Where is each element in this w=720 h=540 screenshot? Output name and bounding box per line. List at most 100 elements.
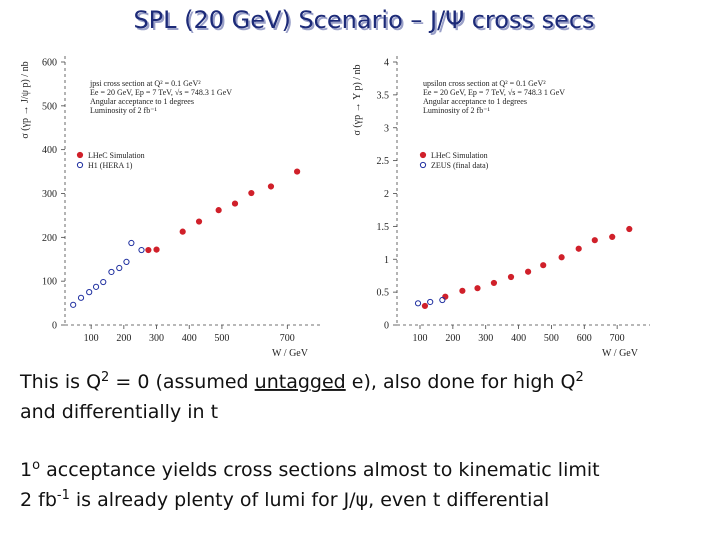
data-point: [421, 302, 429, 310]
x-tick-label: 400: [182, 333, 197, 344]
data-point: [123, 258, 130, 265]
y-tick-label: 600: [42, 58, 57, 69]
data-point: [215, 207, 222, 214]
y-axis-label: σ (γp → J/ψ p) / nb: [20, 61, 31, 138]
data-point: [427, 298, 434, 306]
body-run: 2: [575, 370, 583, 385]
legend-marker: [419, 161, 427, 169]
y-tick-label: 2: [384, 189, 389, 200]
data-point: [459, 287, 466, 294]
x-tick-label: 700: [610, 333, 625, 344]
slide-title: SPL (20 GeV) Scenario – J/Ψ cross secs: [133, 6, 594, 34]
data-point: [77, 294, 85, 301]
annotation: Angular acceptance to 1 degrees: [423, 97, 527, 106]
data-point: [108, 268, 115, 276]
x-tick-label: 200: [116, 333, 131, 344]
body-run: is already plenty of lumi for J/ψ, even …: [70, 489, 549, 511]
y-tick-label: 400: [42, 145, 57, 156]
body-run: This is Q: [19, 371, 101, 393]
x-tick-label: 100: [413, 333, 428, 344]
x-axis-label: W / GeV: [272, 348, 309, 359]
data-point: [179, 228, 186, 235]
legend-label: LHeC Simulation: [88, 151, 145, 160]
body-run: -1: [57, 488, 70, 503]
y-tick-label: 0: [52, 321, 57, 332]
y-tick-label: 0: [384, 321, 389, 332]
data-point: [145, 246, 152, 254]
x-tick-label: 700: [280, 333, 295, 344]
annotation: Angular acceptance to 1 degrees: [90, 97, 194, 106]
data-point: [575, 245, 582, 252]
body-run: 2 fb: [20, 489, 57, 511]
y-tick-label: 3.5: [377, 90, 390, 101]
body-line: 1o acceptance yields cross sections almo…: [20, 458, 600, 482]
x-tick-label: 500: [214, 333, 229, 344]
data-point: [231, 200, 239, 207]
legend-marker: [419, 151, 427, 159]
legend-marker: [76, 151, 84, 159]
annotation: Ee = 20 GeV, Ep = 7 TeV, √s = 748.3 1 Ge…: [90, 88, 232, 97]
body-line: This is Q2 = 0 (assumed untagged e), als…: [19, 370, 584, 394]
annotation: Luminosity of 2 fb⁻¹: [423, 106, 490, 115]
x-axis-label: W / GeV: [602, 348, 639, 359]
data-point: [70, 301, 77, 308]
body-run: o: [32, 458, 40, 473]
data-point: [153, 246, 160, 253]
data-point: [439, 296, 446, 304]
y-tick-label: 500: [42, 101, 57, 112]
annotation: upsilon cross section at Q² = 0.1 GeV²: [423, 79, 546, 88]
y-tick-label: 2.5: [377, 156, 390, 167]
body-run: untagged: [255, 371, 346, 393]
x-tick-label: 100: [84, 333, 99, 344]
y-tick-label: 100: [42, 277, 57, 288]
legend-marker: [76, 161, 84, 169]
body-line: and differentially in t: [20, 401, 218, 423]
data-point: [442, 293, 449, 300]
data-point: [92, 283, 100, 290]
y-tick-label: 3: [384, 123, 389, 134]
annotation: jpsi cross section at Q² = 0.1 GeV²: [89, 79, 201, 88]
data-point: [558, 254, 565, 261]
y-tick-label: 200: [42, 233, 57, 244]
data-point: [248, 189, 255, 197]
data-point: [128, 239, 135, 247]
x-tick-label: 500: [544, 333, 559, 344]
data-point: [267, 183, 275, 190]
x-tick-label: 400: [511, 333, 526, 344]
y-tick-label: 0.5: [377, 288, 390, 299]
annotation: Ee = 20 GeV, Ep = 7 TeV, √s = 748.3 1 Ge…: [423, 88, 565, 97]
data-point: [525, 268, 532, 275]
data-point: [507, 273, 515, 281]
body-run: and differentially in t: [20, 401, 218, 423]
data-point: [490, 279, 498, 287]
body-line: 2 fb-1 is already plenty of lumi for J/ψ…: [20, 488, 549, 512]
body-run: 1: [20, 459, 32, 481]
body-run: 2: [101, 370, 109, 385]
data-point: [195, 218, 203, 225]
y-tick-label: 1: [384, 255, 389, 266]
annotation: Luminosity of 2 fb⁻¹: [90, 106, 157, 115]
data-point: [540, 262, 547, 269]
data-point: [609, 233, 616, 240]
body-run: acceptance yields cross sections almost …: [40, 459, 600, 481]
data-point: [116, 264, 123, 272]
y-axis-label: σ (γp → Υ p) / nb: [352, 64, 363, 135]
title-shadow: SPL (20 GeV) Scenario – J/Ψ cross secs: [135, 8, 596, 36]
data-point: [138, 246, 145, 254]
data-point: [414, 300, 422, 307]
data-point: [100, 278, 107, 286]
y-tick-label: 4: [384, 58, 389, 69]
body-run: e), also done for high Q: [346, 371, 576, 393]
data-point: [626, 225, 633, 233]
data-point: [591, 237, 598, 244]
x-tick-label: 200: [445, 333, 460, 344]
legend-label: LHeC Simulation: [431, 151, 488, 160]
x-tick-label: 300: [478, 333, 493, 344]
data-point: [86, 289, 93, 296]
legend-label: ZEUS (final data): [431, 161, 489, 170]
legend-label: H1 (HERA 1): [88, 161, 133, 170]
x-tick-label: 300: [149, 333, 164, 344]
body-run: = 0 (assumed: [109, 371, 254, 393]
data-point: [294, 168, 301, 175]
